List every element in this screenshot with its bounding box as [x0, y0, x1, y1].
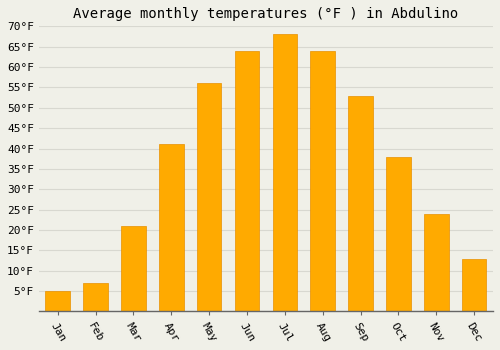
Bar [84, 283, 108, 312]
Bar [197, 83, 222, 312]
Bar [348, 96, 373, 312]
Bar [46, 291, 70, 312]
Bar [424, 214, 448, 312]
Bar [310, 51, 335, 312]
Bar [386, 157, 410, 312]
Bar [159, 145, 184, 312]
Bar [121, 226, 146, 312]
Title: Average monthly temperatures (°F ) in Abdulino: Average monthly temperatures (°F ) in Ab… [74, 7, 458, 21]
Bar [234, 51, 260, 312]
Bar [462, 259, 486, 312]
Bar [272, 34, 297, 312]
